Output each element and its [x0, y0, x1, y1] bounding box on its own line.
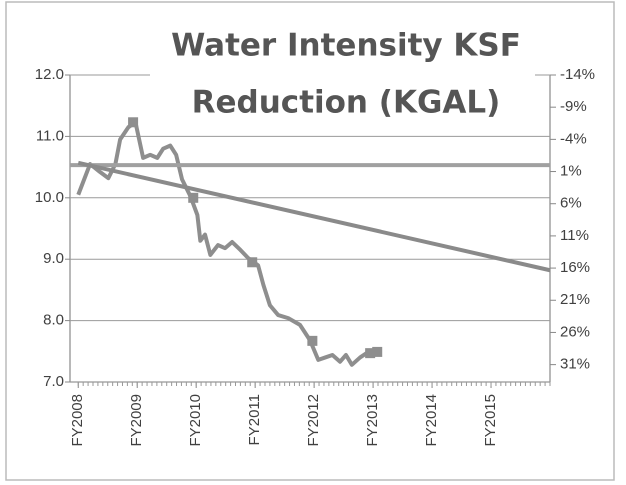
marker — [372, 346, 383, 357]
y2-tick-label: 31% — [560, 356, 590, 373]
y-tick-label: 10.0 — [35, 189, 64, 206]
chart-border — [5, 1, 615, 481]
y2-tick-label: 11% — [560, 227, 589, 244]
y2-tick-label: 21% — [560, 291, 590, 308]
y2-tick-label: 6% — [560, 195, 582, 212]
x-tick-label: FY2013 — [364, 394, 381, 447]
marker — [188, 192, 199, 203]
marker — [247, 257, 258, 268]
x-tick-label: FY2011 — [246, 394, 263, 445]
y2-tick-label: -9% — [560, 98, 587, 115]
series-line — [76, 120, 378, 367]
plot-area: 7.0 8.0 9.0 10.0 11.0 12.0 -14% -9% -4% 1% 6% 11% 16… — [35, 66, 595, 447]
x-tick-label: FY2012 — [305, 394, 322, 447]
y2-tick-label: 26% — [560, 323, 590, 340]
chart-title: Water Intensity KSF — [171, 28, 521, 64]
y2-tick-label: -4% — [560, 130, 587, 147]
chart-title: Reduction (KGAL) — [192, 85, 501, 121]
title-backdrop — [150, 22, 535, 132]
x-tick-label: FY2015 — [482, 394, 499, 447]
y-tick-label: 12.0 — [35, 66, 64, 83]
x-tick-label: FY2010 — [187, 394, 204, 447]
y2-tick-label: 1% — [560, 163, 582, 180]
y2-tick-label: -14% — [560, 66, 595, 83]
x-tick-label: FY2009 — [128, 394, 145, 447]
y-tick-label: 8.0 — [43, 312, 64, 329]
y-tick-label: 9.0 — [43, 250, 64, 267]
minor-ticks — [77, 382, 551, 386]
y-tick-label: 11.0 — [36, 127, 64, 144]
x-tick-label: FY2014 — [423, 394, 440, 447]
marker — [128, 117, 139, 128]
marker — [365, 348, 376, 359]
y-tick-label: 7.0 — [43, 373, 64, 390]
marker — [307, 335, 318, 346]
y2-tick-label: 16% — [560, 259, 590, 276]
series-line — [77, 160, 551, 273]
x-tick-label: FY2008 — [69, 394, 86, 447]
